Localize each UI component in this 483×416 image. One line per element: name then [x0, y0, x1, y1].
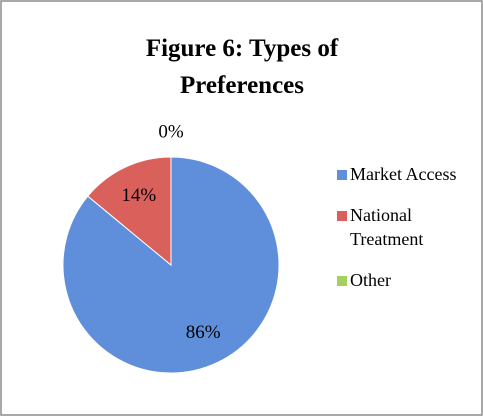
legend-item: Other [337, 268, 477, 292]
legend-label: National Treatment [350, 205, 424, 249]
legend-swatch [337, 211, 347, 221]
data-label: 0% [158, 122, 184, 143]
legend-item: National Treatment [337, 203, 477, 251]
data-label: 14% [121, 185, 156, 206]
legend-swatch [337, 276, 347, 286]
chart-title: Figure 6: Types of Preferences [145, 35, 339, 99]
legend-label: Market Access [350, 164, 457, 184]
legend-item: Market Access [337, 162, 477, 186]
pie-slice [87, 156, 172, 267]
legend: Market Access National Treatment Other [337, 162, 477, 309]
legend-label: Other [350, 270, 391, 290]
legend-swatch [337, 170, 347, 180]
data-label: 86% [186, 322, 221, 343]
